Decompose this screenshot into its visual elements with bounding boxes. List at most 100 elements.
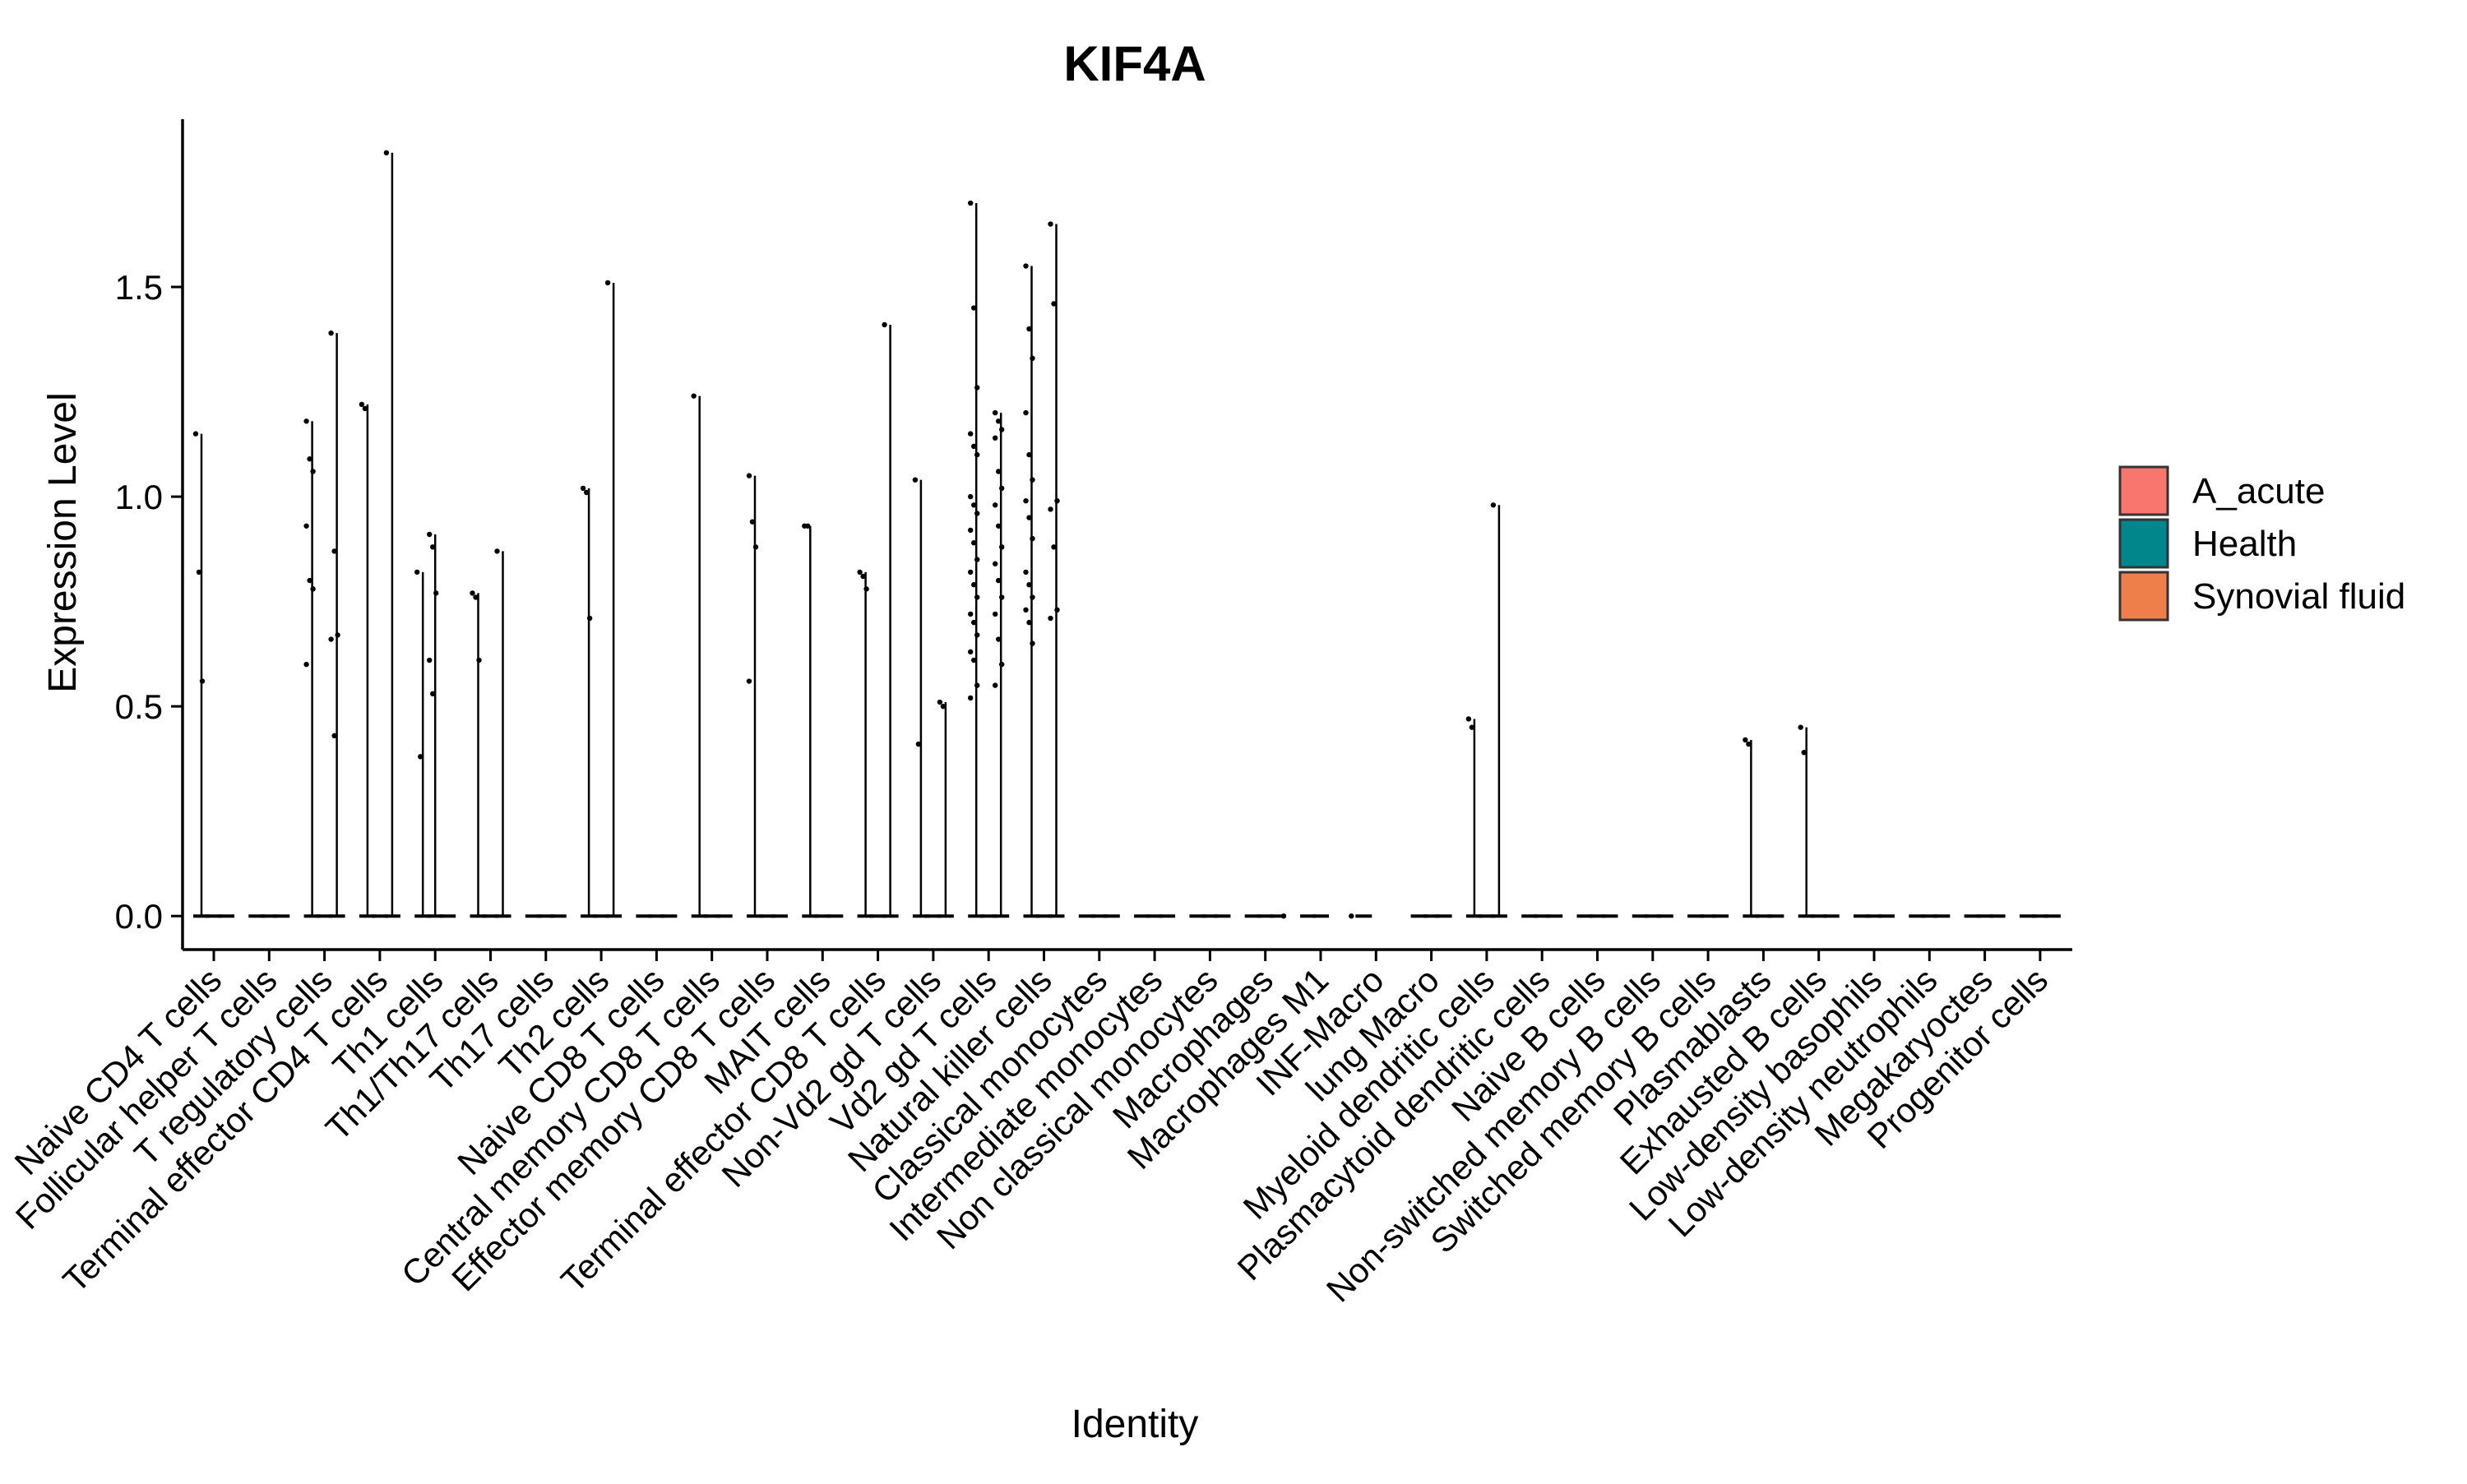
legend-swatch (2118, 571, 2169, 622)
data-point (473, 594, 479, 600)
data-point (303, 523, 309, 529)
data-point (996, 577, 1002, 584)
data-point (1048, 506, 1053, 512)
data-point (974, 632, 980, 638)
data-point (303, 661, 309, 668)
data-point (971, 443, 977, 450)
data-point (968, 200, 974, 206)
data-point (1051, 301, 1057, 307)
data-point (968, 649, 974, 655)
data-point (1026, 326, 1032, 332)
data-point (691, 393, 697, 399)
data-point (331, 733, 337, 739)
data-point (993, 561, 998, 566)
data-point (993, 682, 998, 688)
data-point (971, 305, 977, 311)
data-point (359, 401, 365, 408)
data-point (199, 678, 206, 684)
data-point (1054, 607, 1060, 613)
data-point (974, 511, 980, 516)
chart-title: KIF4A (1063, 36, 1206, 91)
y-tick-label: 1.0 (115, 478, 163, 516)
data-point (752, 544, 759, 550)
data-point (604, 280, 611, 286)
data-point (915, 741, 922, 747)
data-point (1798, 724, 1803, 730)
data-point (971, 502, 977, 508)
data-point (971, 540, 977, 546)
data-point (196, 569, 202, 576)
plot-area (192, 150, 2061, 919)
data-point (418, 754, 424, 760)
legend-swatch (2118, 518, 2169, 569)
data-point (968, 493, 974, 500)
data-point (192, 431, 199, 437)
data-point (863, 586, 869, 592)
data-point (1026, 515, 1032, 520)
x-axis-title: Identity (1072, 1403, 1199, 1446)
data-point (968, 527, 974, 534)
legend-swatch (2118, 465, 2169, 516)
data-point (996, 418, 1002, 424)
data-point (968, 611, 974, 617)
data-point (971, 619, 977, 626)
data-point (882, 321, 887, 328)
data-point (968, 695, 974, 701)
data-point (974, 682, 980, 688)
data-point (1051, 544, 1057, 550)
data-point (1030, 477, 1035, 483)
data-point (857, 569, 863, 576)
data-point (746, 678, 752, 684)
data-point (1054, 497, 1060, 504)
data-point (1026, 582, 1032, 588)
data-point (1023, 263, 1029, 269)
data-point (1030, 535, 1035, 542)
data-point (1490, 502, 1497, 508)
data-point (427, 531, 433, 538)
data-point (1023, 409, 1029, 416)
data-point (999, 485, 1005, 492)
data-point (805, 523, 811, 529)
data-point (999, 427, 1005, 432)
data-point (383, 150, 390, 156)
data-point (310, 469, 316, 474)
data-point (430, 544, 436, 550)
data-point (993, 611, 998, 617)
data-point (746, 473, 752, 478)
data-point (1469, 724, 1475, 730)
data-point (331, 548, 337, 554)
data-point (968, 569, 974, 576)
data-point (362, 405, 368, 412)
data-point (1026, 619, 1032, 626)
data-point (993, 502, 998, 508)
data-point (912, 477, 919, 483)
data-point (580, 485, 586, 492)
data-point (1280, 913, 1287, 919)
data-point (968, 431, 974, 437)
data-point (1743, 737, 1748, 743)
data-point (993, 435, 998, 441)
data-point (303, 418, 309, 424)
y-tick-label: 0.0 (115, 897, 163, 936)
legend-label: A_acute (2192, 471, 2325, 511)
data-point (1023, 497, 1029, 504)
data-point (433, 590, 439, 596)
data-point (328, 636, 334, 642)
data-point (335, 632, 340, 638)
data-point (310, 586, 316, 592)
data-point (937, 699, 943, 705)
legend-label: Synovial fluid (2192, 576, 2405, 617)
data-point (999, 594, 1005, 600)
data-point (974, 385, 980, 391)
y-tick-label: 0.5 (115, 687, 163, 726)
data-point (971, 657, 977, 663)
data-point (993, 409, 998, 416)
data-point (1023, 569, 1029, 576)
data-point (476, 657, 482, 663)
data-point (494, 548, 500, 554)
data-point (307, 577, 312, 584)
data-point (430, 691, 436, 697)
